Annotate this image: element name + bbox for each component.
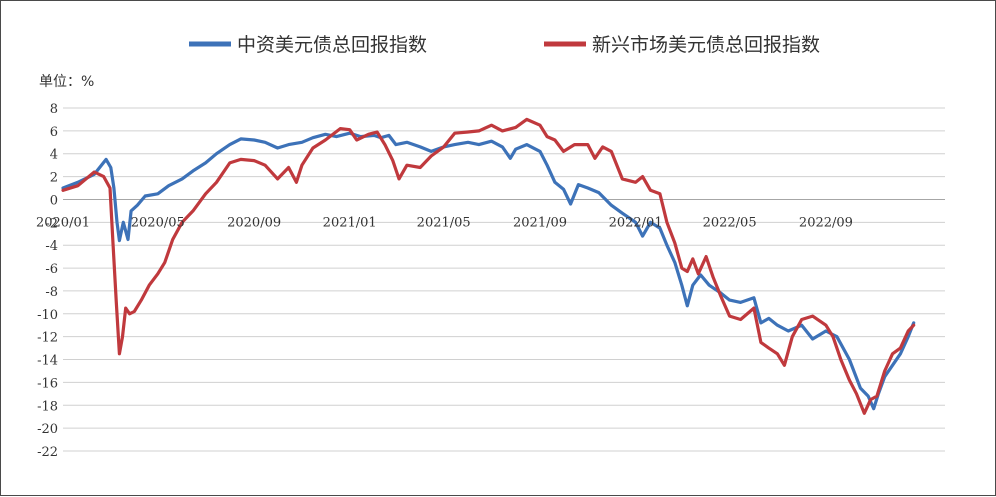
x-tick-label: 2022/01 xyxy=(609,215,663,230)
y-tick-label: -2 xyxy=(45,216,58,231)
x-tick-label: 2021/01 xyxy=(323,215,377,230)
y-tick-label: -12 xyxy=(37,331,58,346)
y-tick-label: -14 xyxy=(37,354,58,369)
y-tick-label: -6 xyxy=(45,262,58,277)
y-tick-label: -22 xyxy=(37,445,58,460)
y-tick-label: -4 xyxy=(45,239,58,254)
series-line-1 xyxy=(61,131,916,411)
series-line-2 xyxy=(61,117,916,415)
x-tick-label: 2020/09 xyxy=(227,215,281,230)
y-tick-label: 6 xyxy=(50,125,58,140)
x-tick-label: 2020/05 xyxy=(131,215,185,230)
y-axis-ticks: 8 6 4 2 0 -2 -4 -6 -8 -10 -12 -14 -16 -18 -20 -22 xyxy=(37,102,58,460)
x-tick-label: 2022/09 xyxy=(799,215,853,230)
y-tick-label: -16 xyxy=(37,376,58,391)
legend-label-series-1: 中资美元债总回报指数 xyxy=(237,34,427,56)
y-tick-label: -20 xyxy=(37,422,58,437)
y-tick-label: -10 xyxy=(37,308,58,323)
legend: 中资美元债总回报指数 新兴市场美元债总回报指数 xyxy=(189,34,820,56)
y-tick-label: -18 xyxy=(37,399,58,414)
y-tick-label: 2 xyxy=(50,171,58,186)
unit-label: 单位：% xyxy=(39,74,94,90)
y-tick-label: 4 xyxy=(50,148,58,163)
x-tick-label: 2021/05 xyxy=(417,215,471,230)
legend-label-series-2: 新兴市场美元债总回报指数 xyxy=(592,34,820,56)
y-tick-label: 8 xyxy=(50,102,58,117)
x-axis-ticks: 2020/01 2020/05 2020/09 2021/01 2021/05 2021/… xyxy=(36,215,853,230)
y-tick-label: -8 xyxy=(45,285,58,300)
gridlines xyxy=(63,107,945,452)
y-tick-label: 0 xyxy=(50,193,58,208)
series-lines xyxy=(61,117,916,415)
x-tick-label: 2020/01 xyxy=(36,215,90,230)
x-tick-label: 2021/09 xyxy=(513,215,567,230)
x-tick-label: 2022/05 xyxy=(703,215,757,230)
